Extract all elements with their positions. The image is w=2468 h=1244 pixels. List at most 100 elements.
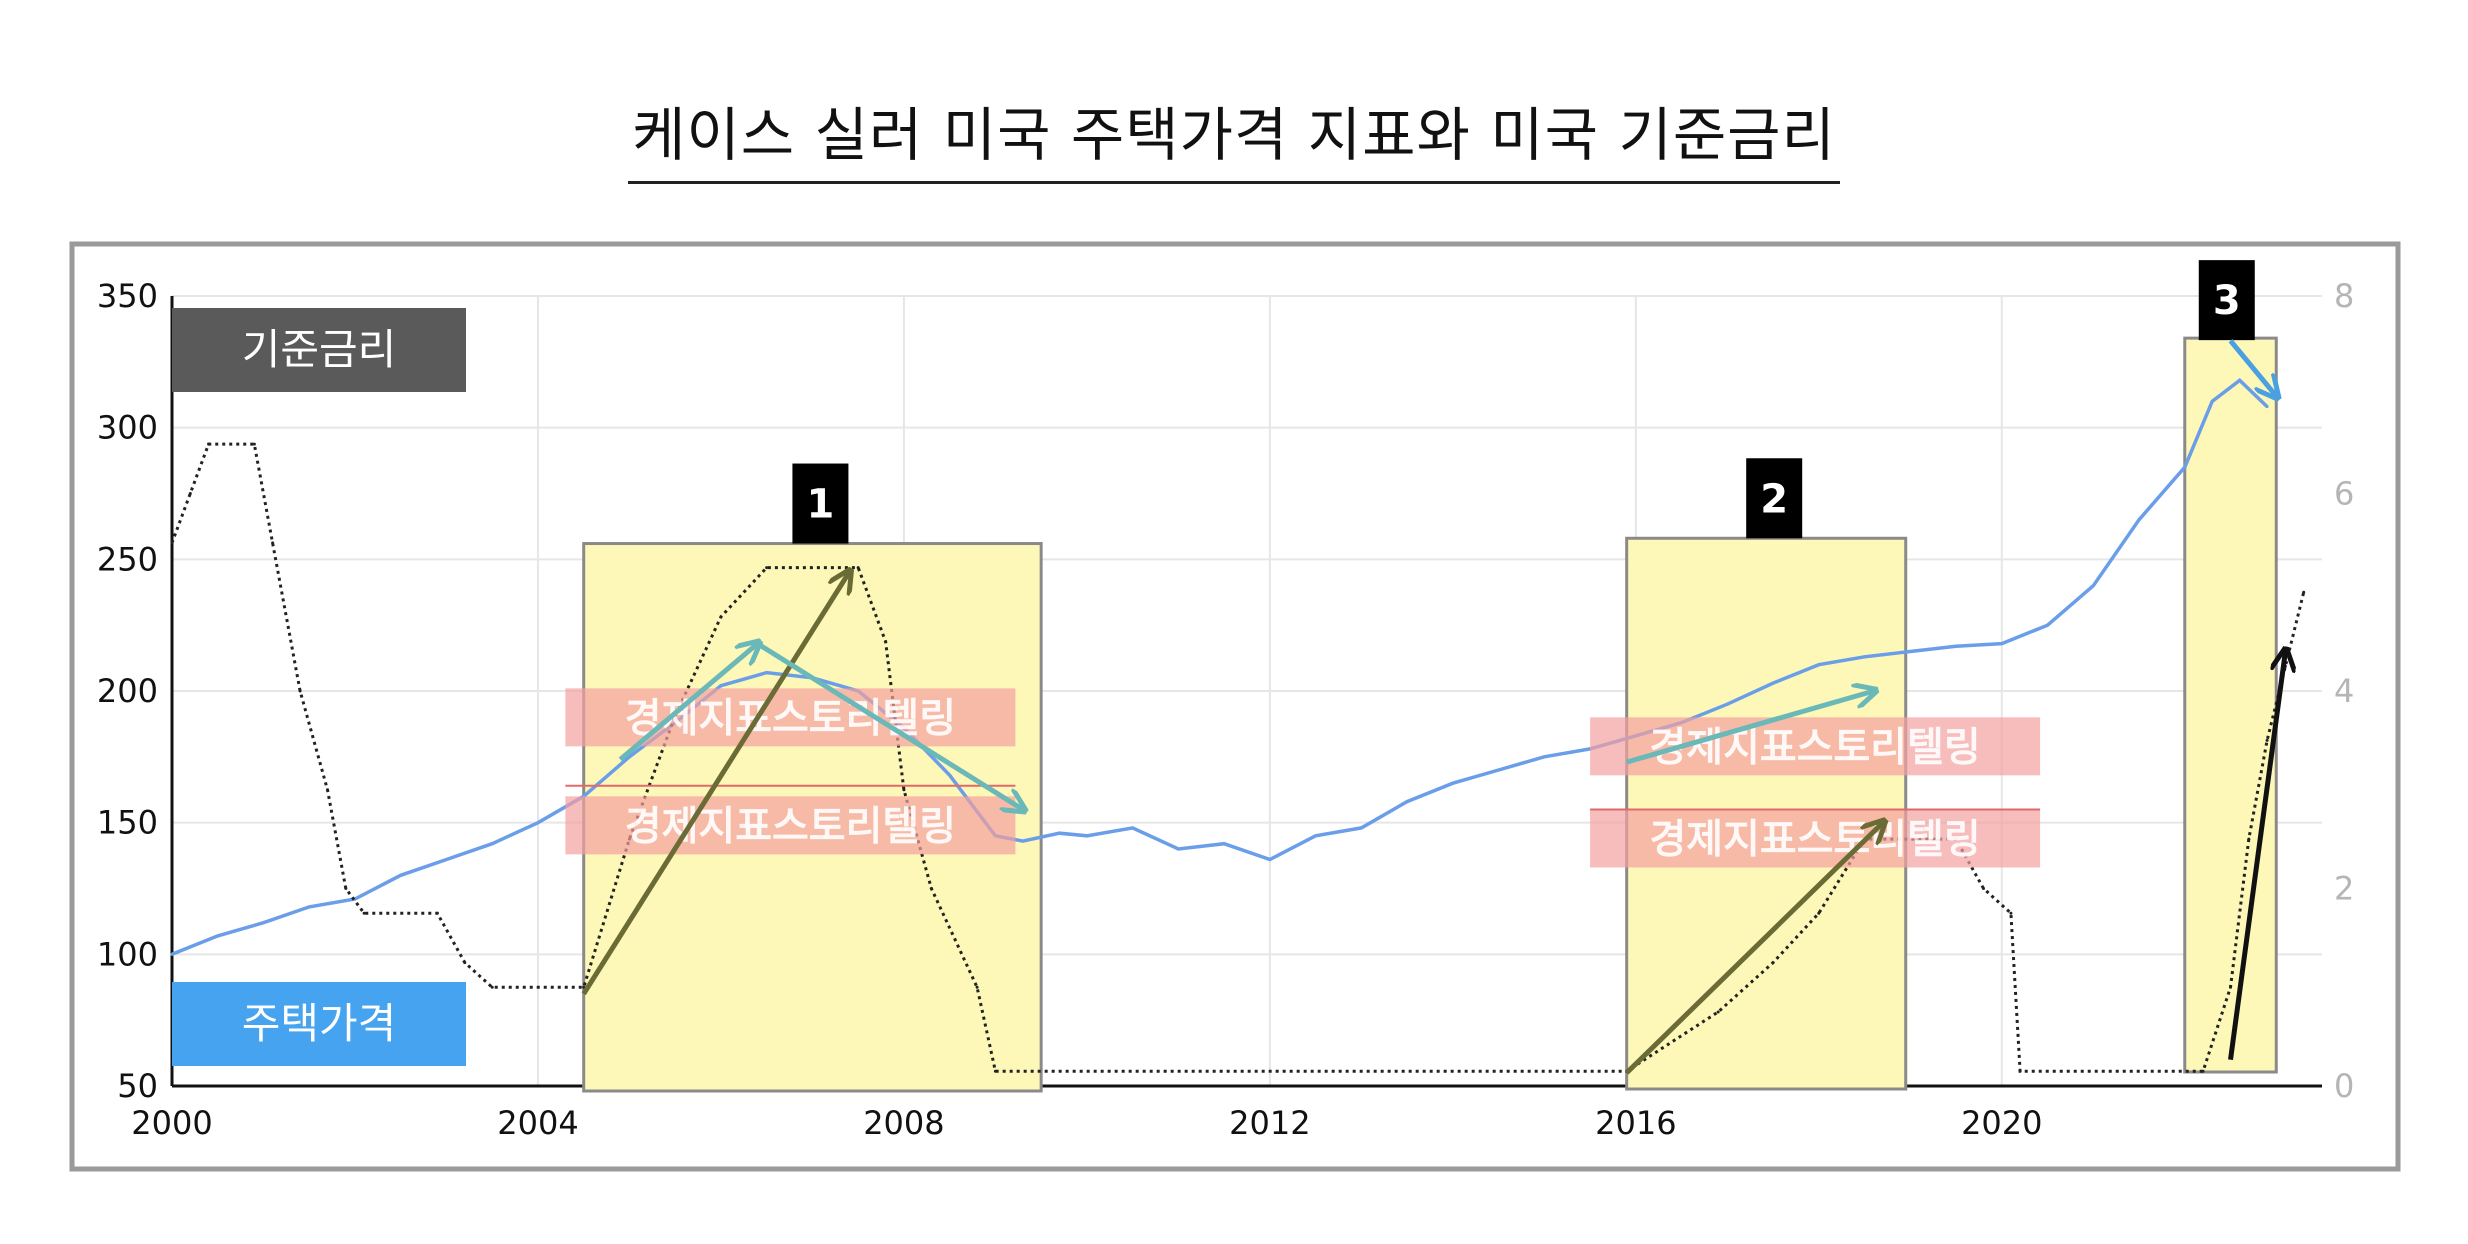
house-price-point (1954, 644, 1958, 648)
rate-point (2018, 1069, 2022, 1073)
rate-point (975, 985, 979, 989)
house-price-point (444, 858, 448, 862)
house-price-point (1057, 831, 1061, 835)
house-price-point (399, 873, 403, 877)
house-price-point (2137, 518, 2141, 522)
watermark-box (1590, 809, 2041, 868)
rate-point (902, 788, 906, 792)
rate-point (326, 788, 330, 792)
rate-point (2265, 738, 2269, 742)
rate-point (2009, 911, 2013, 915)
trend-arrow (1624, 823, 1883, 1075)
rate-point (435, 911, 439, 915)
house-price-point (1497, 768, 1501, 772)
house-price-point (2183, 465, 2187, 469)
y2-tick-label: 8 (2334, 277, 2354, 315)
house-price-point (490, 842, 494, 846)
highlight-label-box (2198, 260, 2255, 341)
rate-point (1716, 1010, 1720, 1014)
y2-tick-label: 6 (2334, 475, 2354, 513)
highlight-label-box (1746, 458, 1803, 539)
trend-arrow (581, 573, 849, 996)
house-price-point (1817, 663, 1821, 667)
rate-point (993, 1069, 997, 1073)
axis-ticks: 2000 2004 2008 2012 2016 20205010015020025030… (97, 277, 2354, 1142)
house-price-point (719, 684, 723, 688)
rate-point (362, 911, 366, 915)
highlight-label: 3 (2213, 278, 2241, 324)
house-price-point (1176, 847, 1180, 851)
x-tick-label: 2004 (497, 1104, 578, 1142)
house-price-point (2265, 405, 2269, 409)
house-price-point (1268, 858, 1272, 862)
rate-point (884, 640, 888, 644)
rate-point (1817, 911, 1821, 915)
highlight-label-box (792, 463, 849, 544)
highlight-box (2183, 336, 2278, 1074)
house-price-point (1314, 834, 1318, 838)
watermark-box (565, 796, 1016, 855)
house-price-point (1771, 681, 1775, 685)
highlight-label: 1 (807, 482, 835, 528)
y2-tick-label: 4 (2334, 672, 2354, 710)
x-tick-label: 2020 (1961, 1104, 2042, 1142)
rate-point (765, 566, 769, 570)
rate-point (2229, 985, 2233, 989)
y2-tick-label: 0 (2334, 1067, 2354, 1105)
x-tick-label: 2016 (1595, 1104, 1676, 1142)
rate-point (344, 887, 348, 890)
y-tick-label: 250 (97, 540, 158, 578)
rate-point (929, 887, 933, 890)
highlight-label: 2 (1760, 476, 1788, 522)
house-price-point (1405, 800, 1409, 804)
house-legend-box (172, 982, 466, 1066)
watermark-box (565, 688, 1016, 747)
house-price-point (307, 905, 311, 909)
house-price-point (261, 921, 265, 925)
rate-point (207, 442, 211, 446)
house-legend-label: 주택가격 (242, 999, 397, 1048)
y-tick-label: 200 (97, 672, 158, 710)
watermark-box (1590, 717, 2041, 776)
rate-point (252, 442, 256, 446)
y-tick-label: 350 (97, 277, 158, 315)
rate-point (719, 615, 723, 619)
x-tick-label: 2008 (863, 1104, 944, 1142)
house-price-point (1542, 755, 1546, 759)
house-price-point (1725, 702, 1729, 706)
house-price-point (1863, 655, 1867, 659)
house-price-point (2091, 584, 2095, 588)
house-legend: 주택가격 (172, 982, 466, 1066)
rate-point (188, 492, 192, 495)
rate-point (271, 541, 275, 545)
house-price-point (1359, 826, 1363, 830)
x-tick-label: 2000 (131, 1104, 212, 1142)
house-price-point (2046, 623, 2050, 627)
rate-point (463, 961, 467, 965)
house-price-point (1908, 650, 1912, 653)
watermark-text: 경제지표스토리텔링 (1649, 724, 1980, 770)
x-tick-label: 2012 (1229, 1104, 1310, 1142)
y-tick-label: 100 (97, 935, 158, 973)
trend-arrow (618, 644, 757, 762)
y-tick-label: 150 (97, 804, 158, 842)
trend-arrow (756, 641, 1023, 810)
y-tick-label: 300 (97, 409, 158, 447)
house-price-point (536, 821, 540, 825)
house-price-point (765, 671, 769, 675)
trend-arrow (1625, 691, 1874, 765)
house-price-point (1451, 781, 1455, 785)
rate-legend-label: 기준금리 (242, 325, 397, 374)
rate-point (1771, 961, 1775, 965)
house-price-point (1085, 834, 1089, 838)
house-price-point (2000, 642, 2004, 646)
house-price-point (2210, 399, 2214, 403)
trend-arrow (2228, 339, 2277, 396)
house-price-point (627, 755, 631, 759)
rate-legend-box (172, 308, 466, 392)
house-price-point (170, 952, 174, 956)
house-price-point (948, 773, 952, 777)
rate-point (298, 689, 302, 693)
trend-arrow (2228, 652, 2286, 1060)
